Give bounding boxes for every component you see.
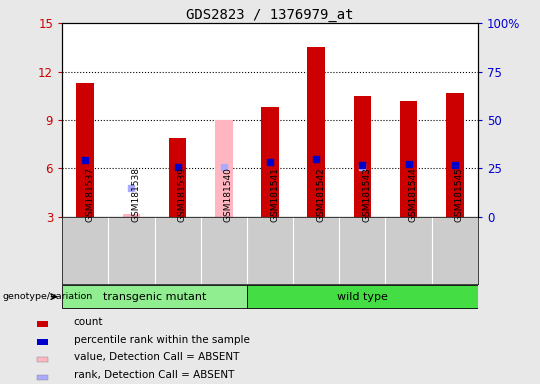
Text: GSM181543: GSM181543 xyxy=(362,167,372,222)
Text: GSM181544: GSM181544 xyxy=(409,167,417,222)
Text: percentile rank within the sample: percentile rank within the sample xyxy=(73,334,249,344)
Bar xyxy=(37,357,48,362)
Bar xyxy=(215,120,233,217)
Title: GDS2823 / 1376979_at: GDS2823 / 1376979_at xyxy=(186,8,354,22)
Bar xyxy=(37,339,48,344)
Bar xyxy=(247,285,478,308)
Text: GSM181540: GSM181540 xyxy=(224,167,233,222)
Text: GSM181537: GSM181537 xyxy=(85,167,94,222)
Bar xyxy=(37,321,48,327)
Bar xyxy=(169,138,186,217)
Text: wild type: wild type xyxy=(337,291,388,302)
Bar xyxy=(446,93,464,217)
Text: count: count xyxy=(73,317,103,327)
Bar xyxy=(307,47,325,217)
Text: GSM181541: GSM181541 xyxy=(270,167,279,222)
Bar xyxy=(261,107,279,217)
Text: GSM181542: GSM181542 xyxy=(316,167,325,222)
Text: genotype/variation: genotype/variation xyxy=(3,292,93,301)
Bar xyxy=(400,101,417,217)
Text: rank, Detection Call = ABSENT: rank, Detection Call = ABSENT xyxy=(73,370,234,380)
Text: transgenic mutant: transgenic mutant xyxy=(103,291,206,302)
Bar xyxy=(354,96,371,217)
Text: GSM181539: GSM181539 xyxy=(178,167,187,222)
Text: GSM181538: GSM181538 xyxy=(131,167,140,222)
Bar xyxy=(123,214,140,217)
Bar xyxy=(62,285,247,308)
Bar xyxy=(37,375,48,380)
Text: value, Detection Call = ABSENT: value, Detection Call = ABSENT xyxy=(73,353,239,362)
Text: GSM181545: GSM181545 xyxy=(455,167,464,222)
Bar xyxy=(354,120,371,217)
Bar xyxy=(76,83,94,217)
